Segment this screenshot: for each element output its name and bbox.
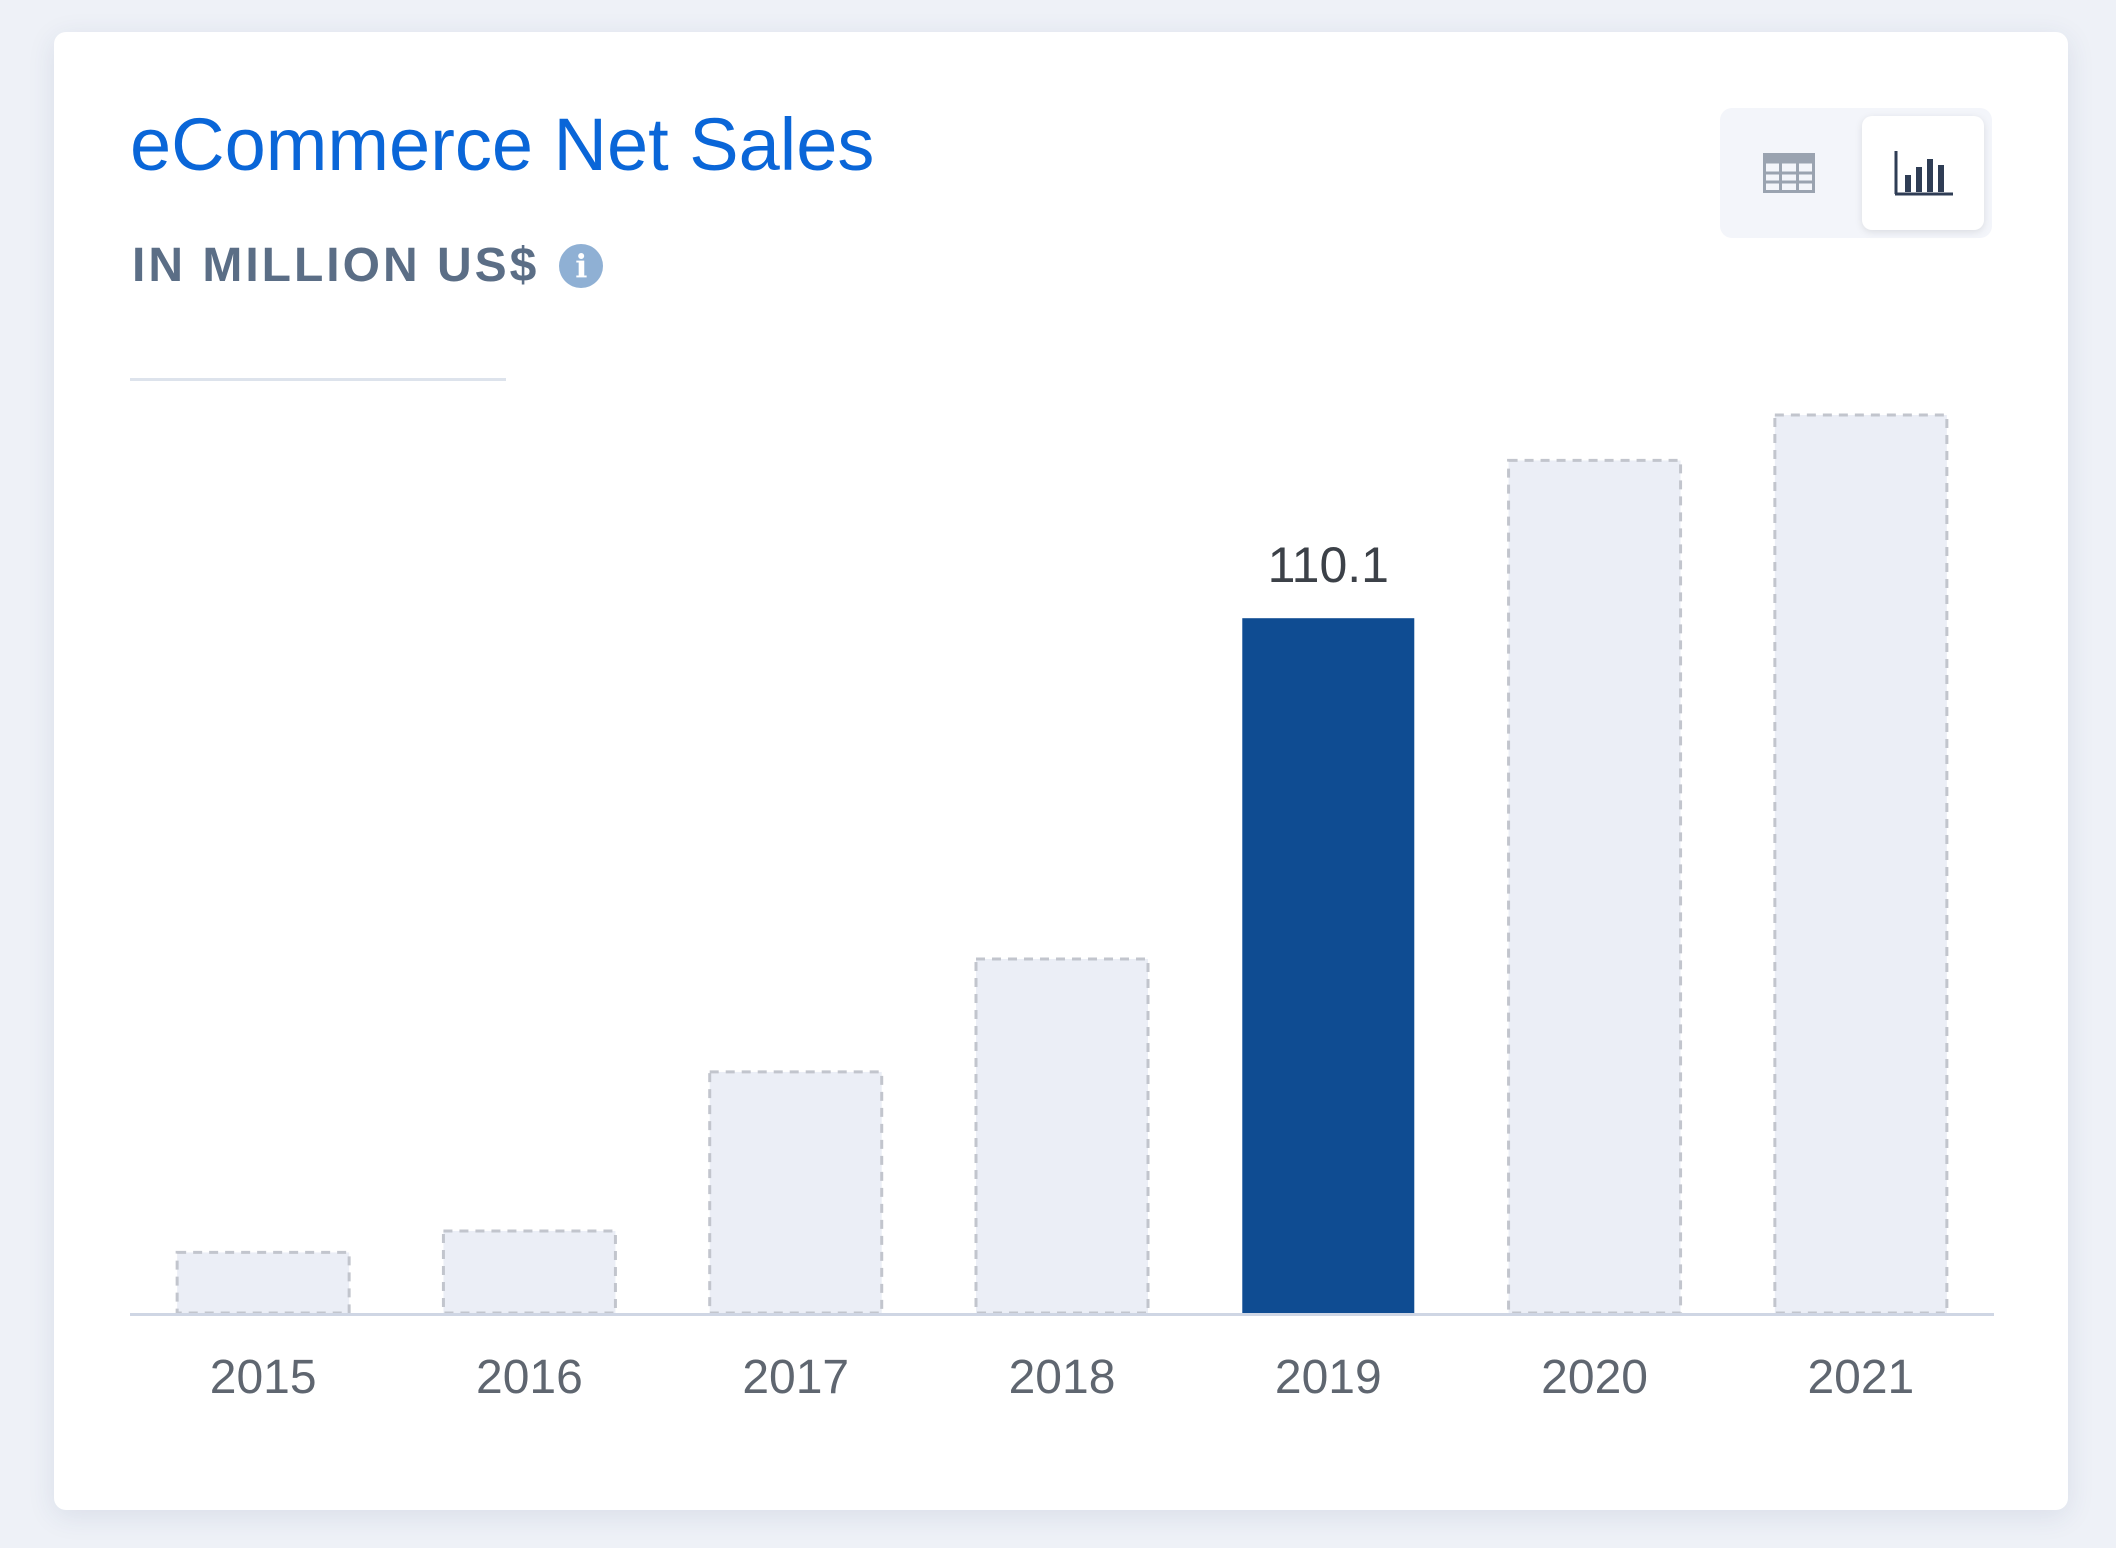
unit-label: IN MILLION US$: [132, 239, 540, 292]
bar-2020[interactable]: [1507, 458, 1683, 1315]
bar-2016[interactable]: [441, 1229, 617, 1315]
bar-2015[interactable]: [175, 1250, 351, 1315]
x-tick-label-2021: 2021: [1807, 1351, 1914, 1404]
bar-2018[interactable]: [974, 957, 1150, 1315]
tab-underline: [130, 378, 506, 381]
chart-subtitle: IN MILLION US$ i: [132, 238, 604, 293]
table-view-button[interactable]: [1728, 116, 1850, 230]
table-icon: [1763, 153, 1815, 193]
bar-chart-icon: [1894, 151, 1953, 196]
info-icon[interactable]: i: [559, 243, 604, 288]
x-tick-label-2018: 2018: [1009, 1351, 1116, 1404]
chart-title: eCommerce Net Sales: [130, 103, 875, 186]
chart-view-button[interactable]: [1862, 116, 1984, 230]
bar-2017[interactable]: [708, 1070, 884, 1315]
bar-2019[interactable]: [1242, 618, 1415, 1313]
data-label-2019: 110.1: [1268, 537, 1389, 593]
bar-2021[interactable]: [1773, 413, 1949, 1315]
view-toggle: [1720, 108, 1992, 238]
x-tick-label-2015: 2015: [210, 1351, 317, 1404]
x-tick-label-2016: 2016: [476, 1351, 583, 1404]
x-tick-label-2020: 2020: [1541, 1351, 1648, 1404]
x-tick-label-2019: 2019: [1275, 1351, 1382, 1404]
x-tick-label-2017: 2017: [742, 1351, 849, 1404]
